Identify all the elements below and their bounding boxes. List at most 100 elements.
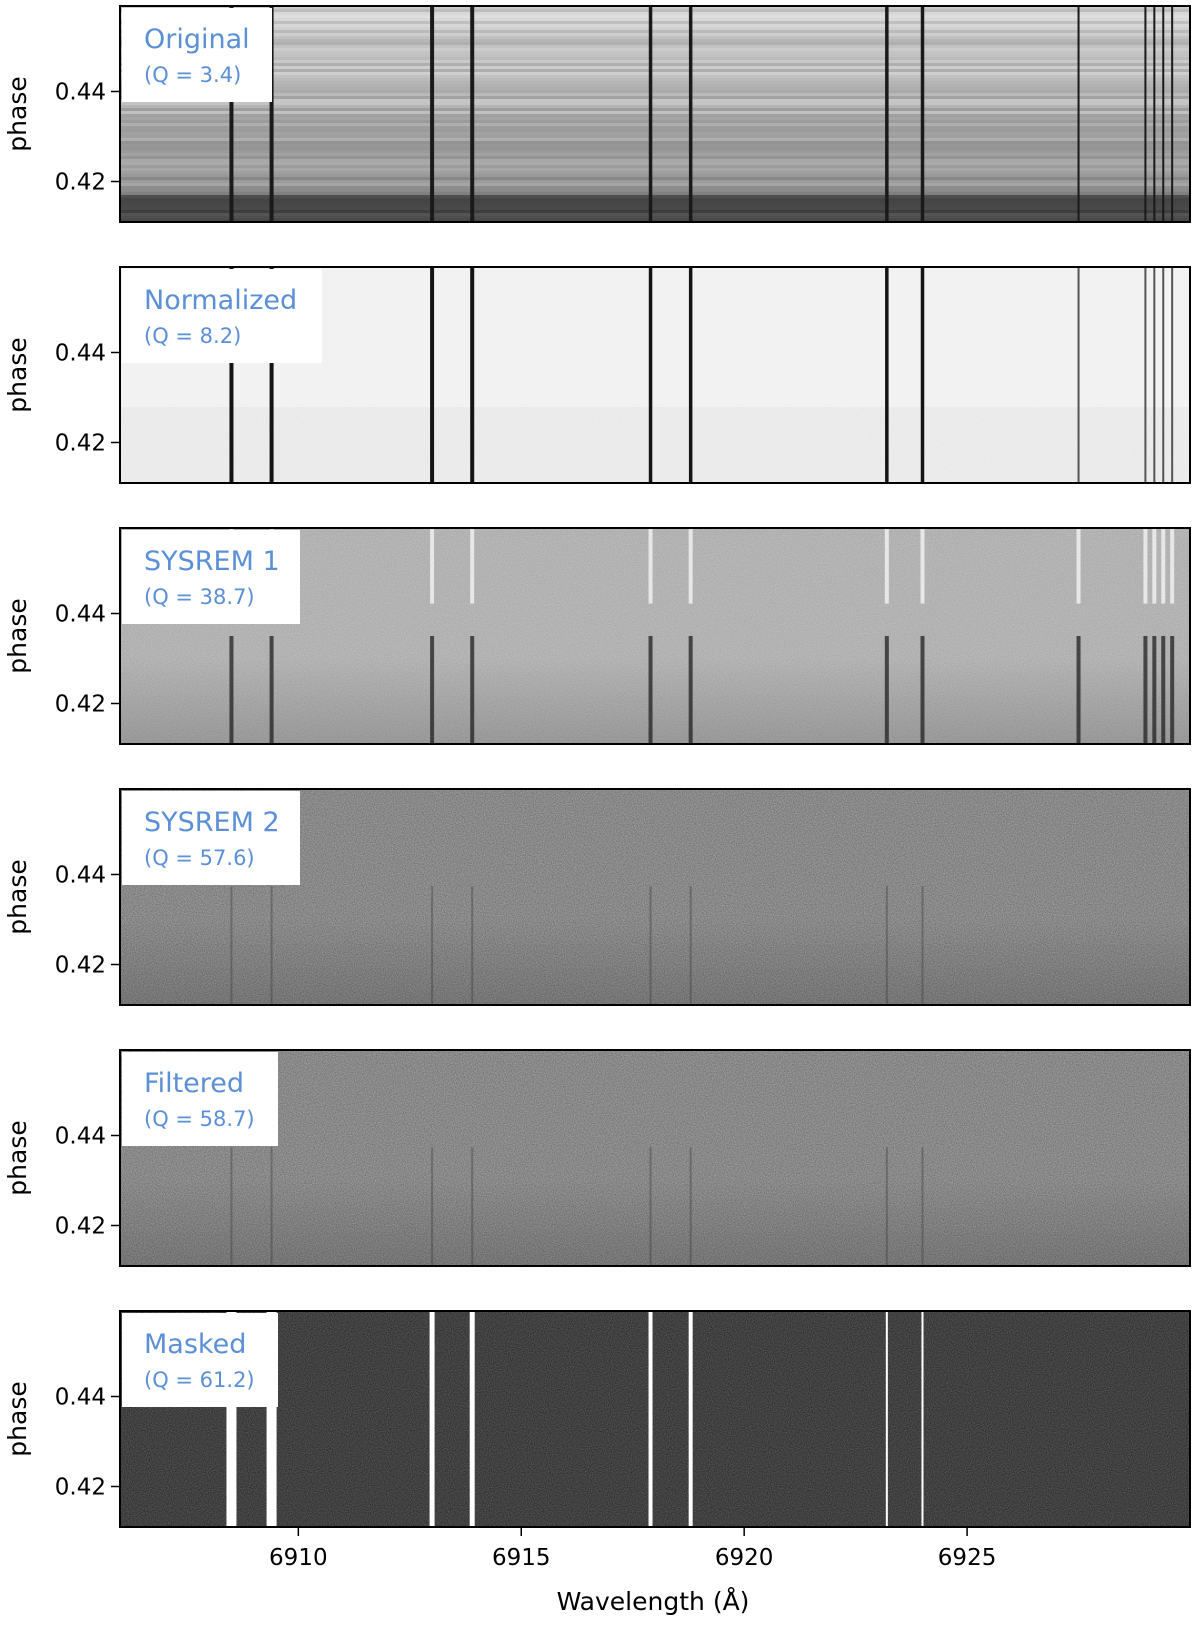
masked-column [469,1311,475,1527]
residual-line [431,1147,434,1266]
panel-frame [119,5,1191,223]
telluric-line [1077,267,1080,483]
panel-4: SYSREM 2 (Q = 57.6) 0.42 0.44 phase [3,788,1191,1006]
telluric-line [269,6,274,222]
telluric-line [430,6,435,222]
panel-image [120,789,1190,1005]
y-axis-label: phase [3,76,32,151]
residual-line-dark [430,636,435,744]
telluric-line [885,6,889,222]
telluric-line [430,267,435,483]
residual-line-dark [1170,636,1175,744]
residual-line-dark [1161,636,1166,744]
residual-line-dark [688,636,693,744]
residual-line [921,886,924,1005]
panels: Original(Q = 3.4)0.420.44phaseNormalized… [3,5,1191,1528]
y-tick-label: 0.44 [55,602,106,628]
masked-column [266,1311,277,1527]
residual-line-light [1143,528,1148,604]
masked-column [921,1311,924,1527]
panel-title: SYSREM 1 [144,546,280,577]
panel-title: Masked [144,1329,246,1360]
panel-image [120,1311,1190,1527]
panel-q-value: (Q = 3.4) [144,63,241,87]
panel-label-box [122,1052,278,1146]
panel-q-value: (Q = 38.7) [144,585,255,609]
panel-frame [119,788,1191,1006]
residual-line-light [1152,528,1157,604]
residual-line-dark [884,636,889,744]
residual-line-dark [1143,636,1148,744]
y-tick-label: 0.42 [55,953,106,979]
panel-5: Filtered (Q = 58.7) 0.42 0.44 phase [3,1049,1191,1267]
panel-q-value: (Q = 58.7) [144,1107,255,1131]
residual-line-light [648,528,653,604]
residual-line-dark [229,636,234,744]
panel-label-box [122,530,300,624]
residual-line-dark [648,636,653,744]
residual-line [885,886,888,1005]
y-axis-label: phase [3,859,32,934]
y-tick-label: 0.42 [55,431,106,457]
residual-line-light [470,528,475,604]
telluric-line [1153,6,1156,222]
x-tick-label: 6925 [938,1545,997,1571]
telluric-line [1144,267,1147,483]
telluric-line [920,267,925,483]
residual-line-dark [920,636,925,744]
residual-line-light [1076,528,1081,604]
y-axis-label: phase [3,598,32,673]
residual-line [649,1147,652,1266]
panel-q-value: (Q = 61.2) [144,1368,255,1392]
panel-label-box [122,791,300,885]
panel-q-value: (Q = 8.2) [144,324,241,348]
residual-line [431,886,434,1005]
telluric-line [688,6,693,222]
telluric-line [648,6,653,222]
masked-column [648,1311,653,1527]
telluric-line [1162,267,1165,483]
panel-image [120,1050,1190,1266]
y-tick-label: 0.42 [55,1475,106,1501]
panel-1: Original (Q = 3.4) 0.42 0.44 phase [3,5,1191,223]
panel-2: Normalized (Q = 8.2) 0.42 0.44 phase [3,266,1191,484]
masked-column [885,1311,888,1527]
residual-line [885,1147,888,1266]
residual-line [230,886,233,1005]
panel-image [120,267,1190,483]
y-tick-label: 0.44 [55,80,106,106]
residual-line-dark [1076,636,1081,744]
telluric-line [1162,6,1165,222]
y-tick-label: 0.42 [55,692,106,718]
residual-line [921,1147,924,1266]
x-tick-label: 6915 [492,1545,551,1571]
y-tick-label: 0.44 [55,863,106,889]
residual-line-light [1161,528,1166,604]
panel-frame [119,1310,1191,1528]
masked-column [688,1311,693,1527]
x-tick-label: 6920 [715,1545,774,1571]
masked-column [226,1311,237,1527]
panel-label-box [122,8,272,102]
panel-image [120,6,1190,222]
residual-line [270,1147,273,1266]
panel-title: SYSREM 2 [144,807,280,838]
telluric-line [1171,267,1174,483]
residual-line-dark [269,636,274,744]
residual-line-light [884,528,889,604]
telluric-line [1077,6,1080,222]
residual-line [471,886,474,1005]
panel-title: Filtered [144,1068,244,1099]
panel-frame [119,527,1191,745]
x-axis: 6910 6915 6920 6925 [269,1527,996,1571]
y-axis-label: phase [3,1381,32,1456]
masked-column [429,1311,435,1527]
residual-line-light [1170,528,1175,604]
telluric-line [470,6,475,222]
residual-line-dark [1152,636,1157,744]
telluric-line [648,267,653,483]
residual-line [230,1147,233,1266]
telluric-line [470,267,475,483]
telluric-line [229,267,234,483]
